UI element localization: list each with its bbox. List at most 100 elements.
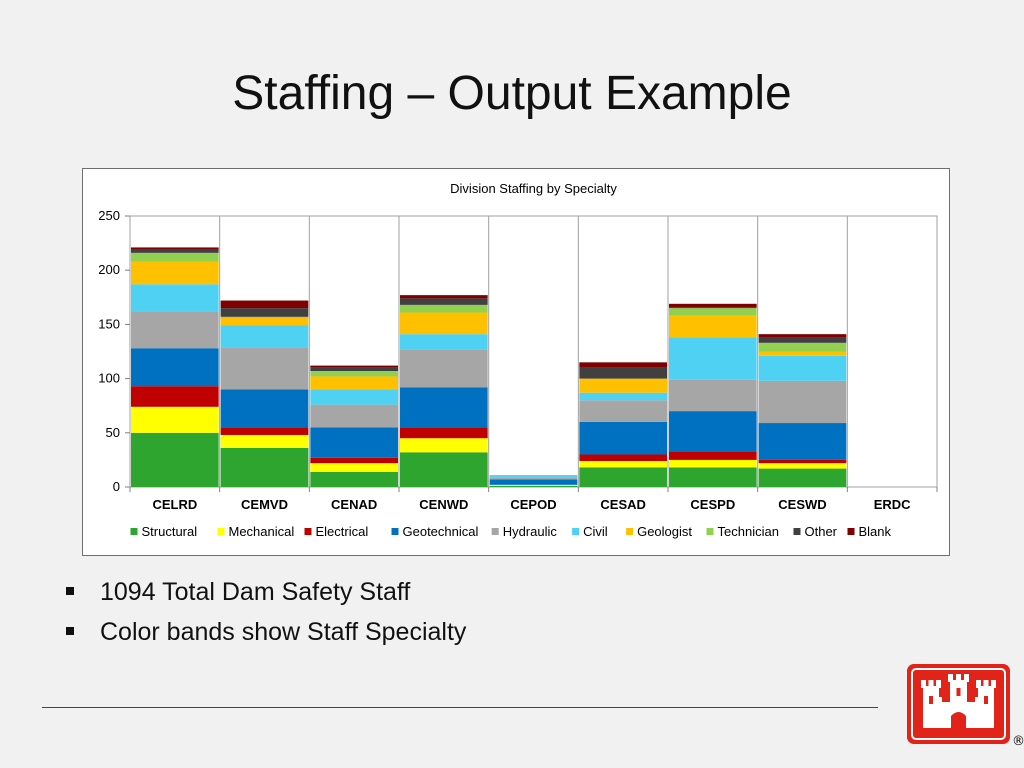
registered-mark: ® [1012, 734, 1024, 749]
square-bullet-icon [66, 627, 74, 635]
bar-segment-cepod-mechanical [489, 484, 578, 486]
bar-segment-cenwd-technician [400, 304, 488, 313]
bar-segment-cesad-geotechnical [579, 421, 667, 455]
bullet-text: Color bands show Staff Specialty [100, 618, 467, 646]
usace-castle-icon [907, 664, 1010, 744]
bar-segment-cenwd-structural [400, 452, 488, 487]
bar-segment-cenwd-mechanical [400, 438, 488, 453]
bar-segment-cenwd-electrical [400, 427, 488, 439]
legend-label: Mechanical [229, 524, 295, 539]
bar-segment-celrd-hydraulic [131, 311, 219, 349]
bar-segment-cesad-other [579, 367, 667, 379]
bar-segment-ceswd-mechanical [758, 463, 847, 469]
bar-segment-cespd-geotechnical [669, 411, 757, 452]
bar-segment-ceswd-civil [758, 355, 847, 381]
bar-segment-ceswd-geotechnical [758, 423, 847, 460]
bar-segment-cemvd-structural [220, 447, 309, 487]
bar-segment-cemvd-other [220, 308, 309, 317]
legend-label: Geologist [637, 524, 692, 539]
bar-segment-cemvd-blank [220, 300, 309, 309]
bar-segment-celrd-mechanical [131, 406, 219, 433]
x-category-label: CESWD [778, 497, 826, 512]
legend-label: Hydraulic [503, 524, 558, 539]
bar-segment-celrd-structural [131, 432, 219, 487]
bar-segment-cenwd-civil [400, 334, 488, 350]
x-category-label: CESPD [690, 497, 735, 512]
bar-segment-cespd-geologist [669, 315, 757, 338]
bar-segment-celrd-other [131, 249, 219, 253]
bar-segment-cenad-structural [310, 471, 398, 487]
bar-segment-cenwd-geologist [400, 312, 488, 335]
x-category-label: CENWD [419, 497, 468, 512]
legend-swatch-geotechnical [391, 528, 399, 535]
bar-segment-ceswd-structural [758, 468, 847, 487]
legend-label: Other [805, 524, 838, 539]
bullet-item-color-bands: Color bands show Staff Specialty [64, 614, 466, 654]
bar-segment-cesad-structural [579, 467, 667, 487]
bullet-list: 1094 Total Dam Safety Staff Color bands … [64, 574, 466, 654]
bar-segment-cemvd-geotechnical [220, 389, 309, 428]
bar-segment-cenad-civil [310, 389, 398, 405]
bar-segment-cespd-electrical [669, 451, 757, 460]
legend-swatch-hydraulic [491, 528, 499, 535]
x-category-label: ERDC [874, 497, 911, 512]
bullet-item-total-staff: 1094 Total Dam Safety Staff [64, 574, 466, 614]
x-category-label: CEMVD [241, 497, 288, 512]
chart-title: Division Staffing by Specialty [450, 181, 617, 196]
bar-segment-cespd-mechanical [669, 459, 757, 468]
bar-segment-celrd-blank [131, 247, 219, 250]
legend-swatch-other [793, 528, 801, 535]
chart-canvas: Division Staffing by Specialty 0 50 100 150 2… [98, 181, 938, 539]
legend-swatch-geologist [626, 528, 634, 535]
bar-segment-celrd-civil [131, 284, 219, 312]
legend-swatch-technician [706, 528, 714, 535]
y-tick-label: 250 [98, 208, 120, 223]
bar-segment-cepod-structural [489, 485, 578, 487]
bar-segment-ceswd-blank [758, 334, 847, 338]
bar-segment-cemvd-technician [220, 316, 309, 318]
bar-segment-cepod-geotechnical [489, 479, 578, 485]
y-tick-label: 50 [106, 425, 120, 440]
bar-segment-cesad-hydraulic [579, 400, 667, 422]
y-tick-label: 150 [98, 316, 120, 331]
bar-segment-ceswd-technician [758, 342, 847, 352]
x-category-label: CELRD [152, 497, 197, 512]
bar-segment-ceswd-other [758, 337, 847, 343]
legend-swatch-blank [847, 528, 855, 535]
bar-segment-cepod-hydraulic [489, 477, 578, 480]
y-tick-label: 100 [98, 371, 120, 386]
bar-segment-cenad-mechanical [310, 463, 398, 472]
bar-segment-cemvd-electrical [220, 427, 309, 435]
bar-segment-ceswd-hydraulic [758, 380, 847, 424]
bar-segment-cesad-electrical [579, 454, 667, 461]
legend-swatch-mechanical [217, 528, 225, 535]
bar-segment-cenwd-blank [400, 295, 488, 299]
bar-segment-cenwd-hydraulic [400, 349, 488, 388]
x-category-label: CESAD [600, 497, 646, 512]
bar-segment-ceswd-electrical [758, 459, 847, 464]
legend-label: Civil [583, 524, 608, 539]
legend-swatch-civil [572, 528, 580, 535]
bar-segment-cespd-technician [669, 308, 757, 316]
bar-segment-cemvd-hydraulic [220, 347, 309, 390]
bar-segment-cesad-geologist [579, 378, 667, 393]
bar-segment-cesad-blank [579, 362, 667, 368]
bar-segment-cespd-civil [669, 337, 757, 380]
bar-segment-cenad-hydraulic [310, 404, 398, 428]
bar-segment-cemvd-geologist [220, 317, 309, 326]
bar-segment-cespd-other [669, 307, 757, 309]
bar-segment-celrd-geotechnical [131, 348, 219, 387]
bullet-text: 1094 Total Dam Safety Staff [100, 578, 411, 606]
bar-segment-celrd-technician [131, 252, 219, 262]
legend-label: Electrical [316, 524, 369, 539]
bar-segment-cenad-other [310, 367, 398, 372]
legend-label: Technician [718, 524, 779, 539]
bar-segment-cenad-geologist [310, 376, 398, 390]
square-bullet-icon [66, 587, 74, 595]
legend-label: Geotechnical [403, 524, 479, 539]
x-category-label: CENAD [331, 497, 377, 512]
legend-label: Blank [859, 524, 892, 539]
bar-segment-cenad-blank [310, 365, 398, 368]
bar-segment-cepod-civil [489, 475, 578, 478]
bar-segment-cenwd-geotechnical [400, 387, 488, 428]
